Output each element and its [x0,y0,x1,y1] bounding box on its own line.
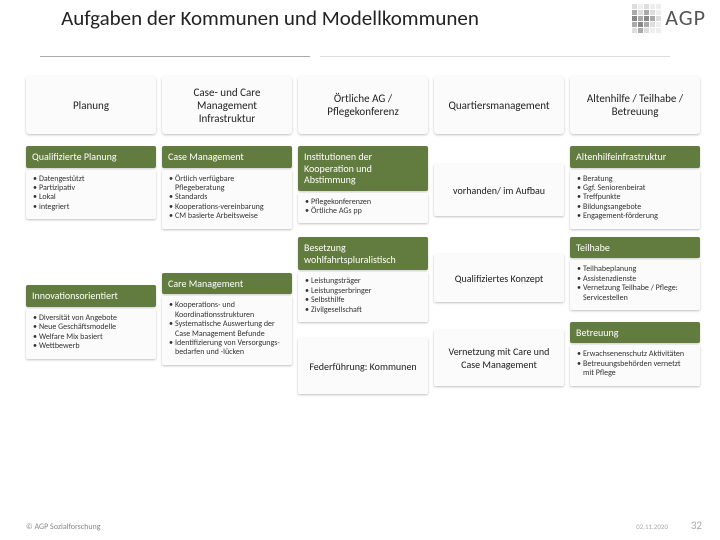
list-item: CM basierte Arbeitsweise [169,212,285,221]
footer-date: 02.11.2020 [636,522,668,531]
c3-sub1: Institutionen der Kooperation und Abstim… [298,146,428,191]
c3-body1: PflegekonferenzenÖrtliche AGs pp [298,193,428,224]
col-head-1: Planung [26,76,156,134]
c2-sub1: Case Management [162,146,292,168]
title-underline-light [320,56,670,57]
footer: © AGP Sozialforschung [26,522,698,532]
logo: AGP [632,4,706,33]
logo-text: AGP [665,4,706,31]
col-head-5: Altenhilfe / Teilhabe / Betreuung [570,76,700,134]
c1-sub1: Qualifizierte Planung [26,146,156,168]
footer-left: © AGP Sozialforschung [26,522,101,532]
list-item: Zivilgesellschaft [305,306,421,315]
logo-grid-icon [632,4,661,33]
list-item: Betreuungsbehörden vernetzt mit Pflege [577,360,693,379]
list-item: integriert [33,203,149,212]
c1-body2: Diversität von AngeboteNeue Geschäftsmod… [26,309,156,359]
title-underline [40,56,310,57]
list-item: Engagement-förderung [577,212,693,221]
title-block: Aufgaben der Kommunen und Modellkommunen [0,6,540,30]
list-item: Örtliche AGs pp [305,207,421,216]
list-item: Identifizierung von Versorgungs-bedarfen… [169,339,285,358]
body-grid: Qualifizierte Planung DatengestütztParti… [26,146,700,394]
column-header-row: Planung Case- und Care Management Infras… [26,76,700,141]
c5-sub1: Altenhilfeinfrastruktur [570,146,700,168]
c1-sub2: Innovationsorientiert [26,285,156,307]
c4-center3: Vernetzung mit Care und Case Management [434,330,564,386]
col-head-3: Örtliche AG / Pflegekonferenz [298,76,428,134]
c3-sub2: Besetzung wohlfahrtspluralistisch [298,237,428,270]
list-item: Wettbewerb [33,342,149,351]
c2-sub2: Care Management [162,273,292,295]
c3-center: Federführung: Kommunen [298,338,428,394]
page-number: 32 [691,519,702,532]
col-3: Institutionen der Kooperation und Abstim… [298,146,428,394]
col-head-4: Quartiersmanagement [434,76,564,134]
col-head-2: Case- und Care Management Infrastruktur [162,76,292,134]
slide-title: Aufgaben der Kommunen und Modellkommunen [0,6,540,30]
c5-body1: BeratungGgf. SeniorenbeiratTreffpunkteBi… [570,170,700,229]
c2-body2: Kooperations- und Koordinationsstrukture… [162,296,292,365]
list-item: Kooperations- und Koordinationsstrukture… [169,301,285,320]
c2-body1: Örtlich verfügbare PflegeberatungStandar… [162,170,292,229]
list-item: Örtlich verfügbare Pflegeberatung [169,175,285,194]
col-1: Qualifizierte Planung DatengestütztParti… [26,146,156,359]
c5-body2: TeilhabeplanungAssistenzdiensteVernetzun… [570,260,700,310]
c5-sub3: Betreuung [570,322,700,344]
c3-body2: LeistungsträgerLeistungserbringerSelbsth… [298,272,428,322]
c1-body1: DatengestütztPartizipativLokalintegriert [26,170,156,220]
list-item: Systematische Auswertung der Case Manage… [169,320,285,339]
c4-center1: vorhanden/ im Aufbau [434,164,564,216]
c5-body3: Erwachsenenschutz AktivitätenBetreuungsb… [570,345,700,385]
c4-center2: Qualifiziertes Konzept [434,254,564,302]
col-2: Case Management Örtlich verfügbare Pfleg… [162,146,292,365]
slide: Aufgaben der Kommunen und Modellkommunen… [0,0,720,540]
col-4: vorhanden/ im Aufbau Qualifiziertes Konz… [434,146,564,386]
list-item: Vernetzung Teilhabe / Pflege: Serviceste… [577,284,693,303]
c5-sub2: Teilhabe [570,237,700,259]
col-5: Altenhilfeinfrastruktur BeratungGgf. Sen… [570,146,700,386]
